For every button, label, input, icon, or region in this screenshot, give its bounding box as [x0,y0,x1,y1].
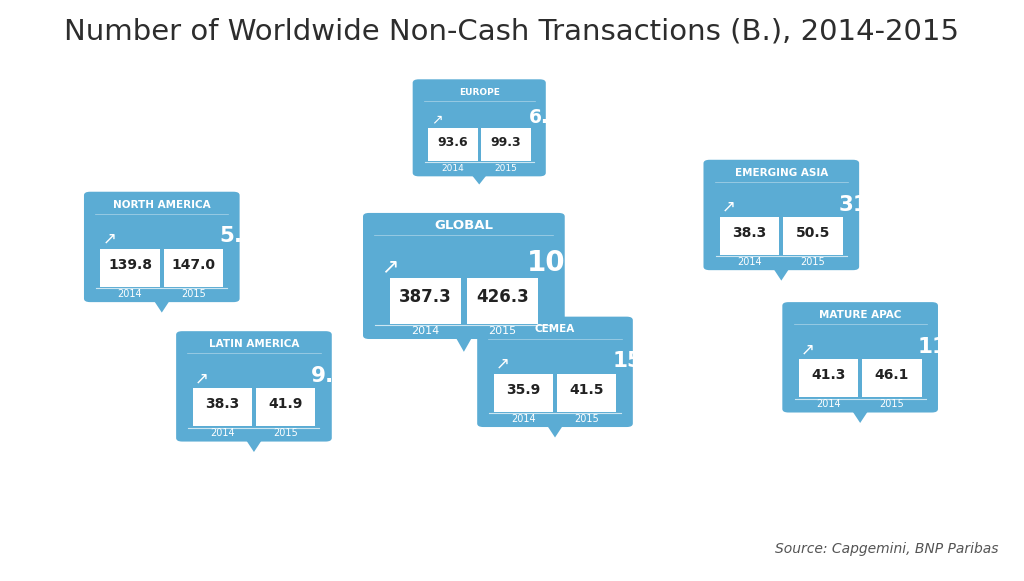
Text: 2015: 2015 [880,399,904,410]
FancyBboxPatch shape [84,192,240,302]
Text: EUROPE: EUROPE [459,88,500,96]
FancyBboxPatch shape [100,249,160,287]
Text: 11.6%: 11.6% [918,337,992,357]
Text: 426.3: 426.3 [476,289,528,306]
Text: 5.1%: 5.1% [219,227,279,246]
Text: 41.3: 41.3 [811,368,846,382]
FancyBboxPatch shape [481,128,531,161]
Text: 46.1: 46.1 [874,368,909,382]
FancyBboxPatch shape [467,278,538,324]
Text: 9.3%: 9.3% [311,366,371,386]
Text: 2014: 2014 [816,399,841,410]
Text: 2015: 2015 [574,414,599,424]
Text: 2014: 2014 [210,428,234,439]
Text: 41.9: 41.9 [268,397,303,411]
FancyBboxPatch shape [782,302,938,413]
FancyBboxPatch shape [477,317,633,427]
Polygon shape [455,335,473,352]
Text: Source: Capgemini, BNP Paribas: Source: Capgemini, BNP Paribas [775,542,998,556]
Text: ↗: ↗ [102,230,117,248]
Text: 2015: 2015 [181,289,206,299]
Text: 147.0: 147.0 [172,258,215,272]
Polygon shape [772,267,791,281]
FancyBboxPatch shape [193,388,252,426]
Text: Number of Worldwide Non-Cash Transactions (B.), 2014-2015: Number of Worldwide Non-Cash Transaction… [65,18,959,46]
Text: ↗: ↗ [722,198,736,216]
FancyBboxPatch shape [164,249,223,287]
Text: GLOBAL: GLOBAL [434,219,494,232]
Text: 31.9%: 31.9% [839,195,913,214]
Text: 15.7%: 15.7% [612,352,687,371]
Polygon shape [470,173,488,185]
Text: 2015: 2015 [495,164,517,173]
Text: 139.8: 139.8 [109,258,152,272]
FancyBboxPatch shape [720,217,779,255]
Text: 2014: 2014 [441,164,464,173]
FancyBboxPatch shape [364,213,565,339]
Text: 2015: 2015 [273,428,298,439]
FancyBboxPatch shape [799,359,858,397]
Polygon shape [245,438,263,452]
FancyBboxPatch shape [703,160,859,270]
Text: 2014: 2014 [118,289,142,299]
Polygon shape [546,424,564,437]
Text: 2014: 2014 [511,414,536,424]
Text: LATIN AMERICA: LATIN AMERICA [209,339,299,349]
Text: 93.6: 93.6 [437,136,468,149]
Polygon shape [851,409,869,423]
Text: 2015: 2015 [801,257,825,267]
FancyBboxPatch shape [428,128,477,161]
FancyBboxPatch shape [390,278,461,324]
Text: 41.5: 41.5 [569,383,604,397]
Text: 35.9: 35.9 [506,383,541,397]
Text: EMERGING ASIA: EMERGING ASIA [734,167,828,178]
Text: ↗: ↗ [382,256,399,276]
Text: 2015: 2015 [488,326,516,336]
Text: 6.0%: 6.0% [528,107,581,127]
Text: 38.3: 38.3 [205,397,240,411]
Text: ↗: ↗ [496,355,510,372]
Polygon shape [153,299,171,313]
Text: MATURE APAC: MATURE APAC [819,310,901,320]
FancyBboxPatch shape [256,388,315,426]
Text: ↗: ↗ [431,112,442,127]
FancyBboxPatch shape [862,359,922,397]
Text: ↗: ↗ [195,370,209,387]
Text: 387.3: 387.3 [399,289,452,306]
Text: CEMEA: CEMEA [535,324,575,335]
FancyBboxPatch shape [413,79,546,177]
Text: NORTH AMERICA: NORTH AMERICA [113,199,211,210]
Text: ↗: ↗ [801,340,815,358]
Text: 50.5: 50.5 [796,226,830,240]
Text: 38.3: 38.3 [732,226,767,240]
Text: 2014: 2014 [412,326,439,336]
FancyBboxPatch shape [557,374,616,412]
Text: 2014: 2014 [737,257,762,267]
FancyBboxPatch shape [783,217,843,255]
FancyBboxPatch shape [176,331,332,442]
Text: 99.3: 99.3 [490,136,521,149]
Text: 10.1%: 10.1% [527,249,624,278]
FancyBboxPatch shape [494,374,553,412]
